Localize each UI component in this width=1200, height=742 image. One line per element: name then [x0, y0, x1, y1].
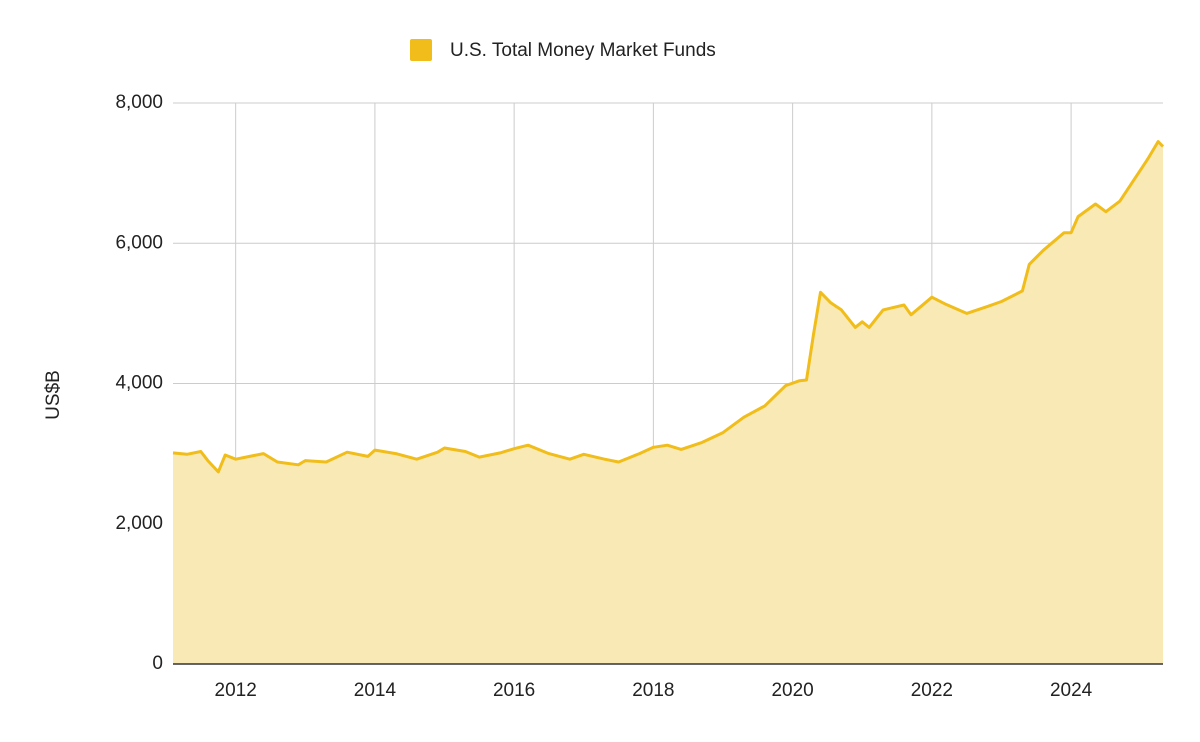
x-tick-label: 2014	[354, 680, 397, 701]
x-tick-label: 2016	[493, 680, 535, 701]
line	[172, 140, 1165, 474]
x-tick-label: 2012	[215, 680, 257, 701]
x-tick-label: 2018	[632, 680, 674, 701]
area	[173, 141, 1163, 665]
legend-label: U.S. Total Money Market Funds	[450, 40, 716, 61]
y-tick-label: 2,000	[115, 513, 163, 534]
y-tick-label: 0	[152, 653, 163, 674]
y-tick-label: 8,000	[115, 92, 163, 113]
x-tick-label: 2024	[1050, 680, 1093, 701]
x-tick-label: 2022	[911, 680, 953, 701]
x-tick-label: 2020	[771, 680, 813, 701]
y-tick-label: 4,000	[115, 373, 163, 394]
y-tick-label: 6,000	[115, 232, 163, 253]
legend-swatch	[410, 39, 432, 61]
y-axis-label: US$B	[43, 370, 64, 420]
